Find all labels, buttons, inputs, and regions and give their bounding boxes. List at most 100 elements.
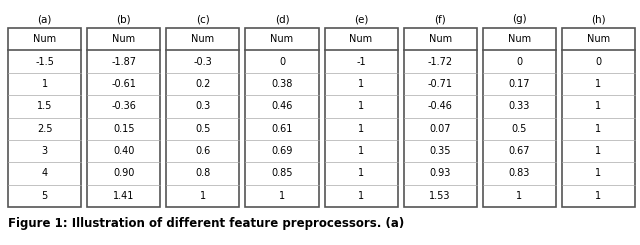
Bar — [87, 140, 160, 162]
Bar — [324, 185, 397, 207]
Bar — [87, 28, 160, 50]
Text: 0.8: 0.8 — [195, 169, 211, 178]
Bar — [8, 73, 81, 95]
Bar — [8, 118, 81, 140]
Text: Num: Num — [112, 34, 135, 44]
Bar — [404, 140, 477, 162]
Bar — [404, 162, 477, 185]
Text: 0.61: 0.61 — [271, 124, 292, 134]
Text: 1.5: 1.5 — [37, 101, 52, 111]
Text: 0.2: 0.2 — [195, 79, 211, 89]
Text: (e): (e) — [354, 14, 368, 24]
Text: 1: 1 — [595, 79, 602, 89]
Bar — [562, 140, 635, 162]
Text: -0.36: -0.36 — [111, 101, 136, 111]
Text: (b): (b) — [116, 14, 131, 24]
Text: 0.15: 0.15 — [113, 124, 134, 134]
Bar — [483, 185, 556, 207]
Text: -0.46: -0.46 — [428, 101, 452, 111]
Bar — [87, 95, 160, 118]
Bar — [245, 118, 319, 140]
Text: 1: 1 — [595, 169, 602, 178]
Bar — [166, 28, 239, 207]
Bar — [483, 73, 556, 95]
Text: -1: -1 — [356, 57, 366, 67]
Bar — [87, 185, 160, 207]
Bar — [562, 28, 635, 50]
Bar — [8, 50, 81, 73]
Bar — [324, 140, 397, 162]
Text: 0: 0 — [279, 57, 285, 67]
Bar — [324, 73, 397, 95]
Text: Num: Num — [33, 34, 56, 44]
Text: 1: 1 — [595, 101, 602, 111]
Text: 1: 1 — [595, 191, 602, 201]
Bar — [245, 95, 319, 118]
Text: Figure 1: Illustration of different feature preprocessors. (a): Figure 1: Illustration of different feat… — [8, 217, 404, 230]
Bar — [166, 28, 239, 50]
Bar — [166, 185, 239, 207]
Bar — [166, 95, 239, 118]
Text: 0.67: 0.67 — [509, 146, 530, 156]
Text: (a): (a) — [37, 14, 52, 24]
Text: 0.35: 0.35 — [429, 146, 451, 156]
Bar — [483, 28, 556, 207]
Bar — [562, 185, 635, 207]
Bar — [87, 28, 160, 207]
Bar — [324, 28, 397, 50]
Bar — [8, 140, 81, 162]
Text: 1: 1 — [42, 79, 47, 89]
Text: 0.40: 0.40 — [113, 146, 134, 156]
Bar — [8, 28, 81, 50]
Text: (c): (c) — [196, 14, 210, 24]
Text: -0.71: -0.71 — [428, 79, 452, 89]
Text: 0.17: 0.17 — [509, 79, 530, 89]
Bar — [8, 28, 81, 207]
Bar — [483, 50, 556, 73]
Text: 1: 1 — [516, 191, 522, 201]
Bar — [87, 50, 160, 73]
Bar — [87, 118, 160, 140]
Text: 0: 0 — [595, 57, 602, 67]
Text: 1: 1 — [358, 169, 364, 178]
Text: 2.5: 2.5 — [37, 124, 52, 134]
Bar — [245, 162, 319, 185]
Text: 0.5: 0.5 — [195, 124, 211, 134]
Bar — [87, 73, 160, 95]
Bar — [483, 95, 556, 118]
Text: 0.69: 0.69 — [271, 146, 292, 156]
Bar — [562, 162, 635, 185]
Text: 3: 3 — [42, 146, 47, 156]
Text: (d): (d) — [275, 14, 289, 24]
Bar — [562, 73, 635, 95]
Text: -0.3: -0.3 — [193, 57, 212, 67]
Text: 1: 1 — [358, 146, 364, 156]
Text: 0.07: 0.07 — [429, 124, 451, 134]
Bar — [404, 28, 477, 207]
Text: Num: Num — [587, 34, 610, 44]
Text: (h): (h) — [591, 14, 605, 24]
Bar — [166, 118, 239, 140]
Bar — [166, 50, 239, 73]
Bar — [8, 185, 81, 207]
Bar — [245, 50, 319, 73]
Text: (g): (g) — [512, 14, 527, 24]
Text: 0.93: 0.93 — [429, 169, 451, 178]
Text: (f): (f) — [435, 14, 446, 24]
Text: 1: 1 — [279, 191, 285, 201]
Text: 1: 1 — [595, 146, 602, 156]
Bar — [87, 162, 160, 185]
Bar — [166, 162, 239, 185]
Text: 1: 1 — [595, 124, 602, 134]
Text: 1: 1 — [358, 101, 364, 111]
Text: 1.41: 1.41 — [113, 191, 134, 201]
Bar — [404, 28, 477, 50]
Text: Num: Num — [270, 34, 294, 44]
Text: 0.5: 0.5 — [511, 124, 527, 134]
Text: 0.85: 0.85 — [271, 169, 292, 178]
Text: 0.3: 0.3 — [195, 101, 211, 111]
Text: 1: 1 — [358, 79, 364, 89]
Bar — [562, 95, 635, 118]
Text: -1.72: -1.72 — [428, 57, 452, 67]
Text: 1.53: 1.53 — [429, 191, 451, 201]
